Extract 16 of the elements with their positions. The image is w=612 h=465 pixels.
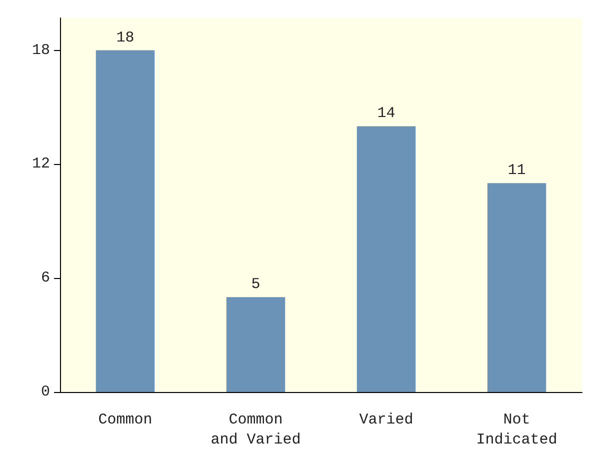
data-label: 5 bbox=[251, 276, 260, 294]
x-tick-label: Common bbox=[98, 412, 152, 428]
x-tick-label: Varied bbox=[359, 412, 414, 428]
bar bbox=[96, 50, 155, 392]
x-tick-label: Not Indicated bbox=[476, 412, 558, 448]
y-tick-label: 0 bbox=[40, 384, 50, 400]
bar bbox=[356, 126, 416, 392]
data-label: 11 bbox=[508, 162, 526, 180]
bar bbox=[487, 183, 546, 392]
bar bbox=[226, 297, 286, 392]
data-label: 18 bbox=[116, 29, 134, 46]
data-label: 14 bbox=[377, 105, 396, 122]
y-tick-label: 18 bbox=[32, 42, 50, 59]
y-tick-label: 12 bbox=[32, 156, 50, 173]
y-tick-label: 6 bbox=[40, 270, 50, 287]
x-tick-label: Common and Varied bbox=[210, 412, 301, 448]
